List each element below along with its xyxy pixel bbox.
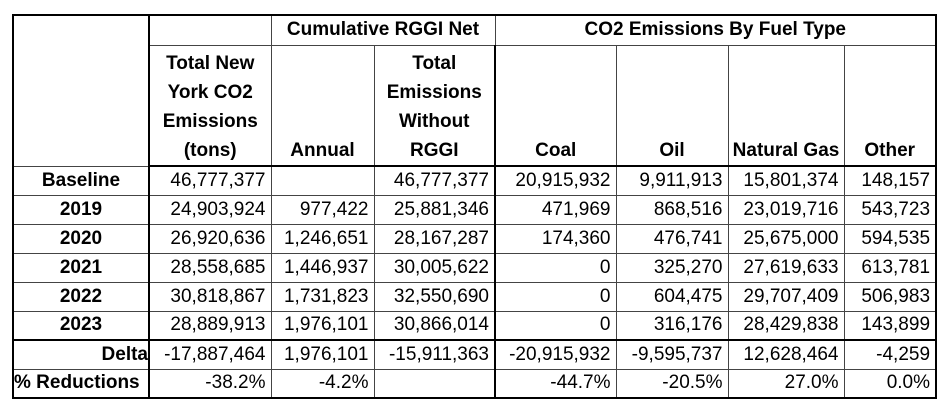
cell: 0 <box>494 310 617 341</box>
table-row-2019: 2019 24,903,924 977,422 25,881,346 471,9… <box>12 194 937 225</box>
column-header-row: Total New York CO2 Emissions (tons) Annu… <box>13 44 937 167</box>
col-header-natural-gas: Natural Gas <box>727 44 845 167</box>
col-header-coal: Coal <box>494 44 617 167</box>
row-label: Baseline <box>12 165 150 196</box>
cell: 28,558,685 <box>148 252 272 283</box>
cell: -4,259 <box>843 339 937 370</box>
cell: 12,628,464 <box>727 339 845 370</box>
emissions-table-container: Cumulative RGGI Net CO2 Emissions By Fue… <box>12 14 938 399</box>
cell: 174,360 <box>494 223 617 254</box>
row-label: 2023 <box>12 310 150 341</box>
emissions-table: Cumulative RGGI Net CO2 Emissions By Fue… <box>12 14 938 399</box>
table-row-delta: Delta -17,887,464 1,976,101 -15,911,363 … <box>12 339 937 370</box>
cell: 20,915,932 <box>494 165 617 196</box>
cell: 46,777,377 <box>148 165 272 196</box>
cell: 28,167,287 <box>373 223 496 254</box>
col-header-oil: Oil <box>615 44 729 167</box>
cell: 604,475 <box>615 281 729 312</box>
table-row-2023: 2023 28,889,913 1,976,101 30,866,014 0 3… <box>12 310 937 341</box>
cell: -17,887,464 <box>148 339 272 370</box>
table-row-baseline: Baseline 46,777,377 46,777,377 20,915,93… <box>12 165 937 196</box>
table-row-pct-reductions: % Reductions -38.2% -4.2% -44.7% -20.5% … <box>12 368 937 399</box>
cell: 506,983 <box>843 281 937 312</box>
cell: 25,881,346 <box>373 194 496 225</box>
row-label: % Reductions <box>12 368 150 399</box>
cell: 26,920,636 <box>148 223 272 254</box>
section-header-fuel-type: CO2 Emissions By Fuel Type <box>494 14 937 46</box>
cell: -44.7% <box>494 368 617 399</box>
cell: 476,741 <box>615 223 729 254</box>
cell: 1,976,101 <box>270 339 375 370</box>
cell: -4.2% <box>270 368 375 399</box>
cell: 27,619,633 <box>727 252 845 283</box>
section-header-row: Cumulative RGGI Net CO2 Emissions By Fue… <box>12 14 937 167</box>
cell: 28,889,913 <box>148 310 272 341</box>
row-label: Delta <box>12 339 150 370</box>
col-header-annual: Annual <box>270 44 375 167</box>
cell: 613,781 <box>843 252 937 283</box>
table-row-2022: 2022 30,818,867 1,731,823 32,550,690 0 6… <box>12 281 937 312</box>
section-header-cumulative-rggi: Cumulative RGGI Net <box>270 14 496 46</box>
cell: 1,731,823 <box>270 281 375 312</box>
cell: 868,516 <box>615 194 729 225</box>
col-header-other: Other <box>843 44 937 167</box>
row-label: 2019 <box>12 194 150 225</box>
cell: -20.5% <box>615 368 729 399</box>
col-header-total-without-rggi: Total Emissions Without RGGI <box>373 44 496 167</box>
cell: 977,422 <box>270 194 375 225</box>
cell: 594,535 <box>843 223 937 254</box>
cell: 30,818,867 <box>148 281 272 312</box>
table-row-2020: 2020 26,920,636 1,246,651 28,167,287 174… <box>12 223 937 254</box>
corner-cell <box>12 14 150 167</box>
cell: 30,005,622 <box>373 252 496 283</box>
cell <box>373 368 496 399</box>
cell: 46,777,377 <box>373 165 496 196</box>
cell: 1,446,937 <box>270 252 375 283</box>
cell: 143,899 <box>843 310 937 341</box>
cell: 0.0% <box>843 368 937 399</box>
cell: 15,801,374 <box>727 165 845 196</box>
cell: 27.0% <box>727 368 845 399</box>
cell: 32,550,690 <box>373 281 496 312</box>
cell: 148,157 <box>843 165 937 196</box>
cell: -15,911,363 <box>373 339 496 370</box>
row-label: 2021 <box>12 252 150 283</box>
cell: 471,969 <box>494 194 617 225</box>
cell: 325,270 <box>615 252 729 283</box>
cell: 0 <box>494 281 617 312</box>
col-header-total-ny-co2: Total New York CO2 Emissions (tons) <box>148 44 272 167</box>
cell: -38.2% <box>148 368 272 399</box>
table-row-2021: 2021 28,558,685 1,446,937 30,005,622 0 3… <box>12 252 937 283</box>
blank-header-cell <box>148 14 272 46</box>
row-label: 2020 <box>12 223 150 254</box>
cell: 23,019,716 <box>727 194 845 225</box>
cell: 316,176 <box>615 310 729 341</box>
cell: 25,675,000 <box>727 223 845 254</box>
cell: 1,976,101 <box>270 310 375 341</box>
cell: 30,866,014 <box>373 310 496 341</box>
cell: 29,707,409 <box>727 281 845 312</box>
cell <box>270 165 375 196</box>
cell: -20,915,932 <box>494 339 617 370</box>
cell: 1,246,651 <box>270 223 375 254</box>
cell: 0 <box>494 252 617 283</box>
cell: 28,429,838 <box>727 310 845 341</box>
row-label: 2022 <box>12 281 150 312</box>
cell: 543,723 <box>843 194 937 225</box>
cell: 24,903,924 <box>148 194 272 225</box>
cell: 9,911,913 <box>615 165 729 196</box>
cell: -9,595,737 <box>615 339 729 370</box>
